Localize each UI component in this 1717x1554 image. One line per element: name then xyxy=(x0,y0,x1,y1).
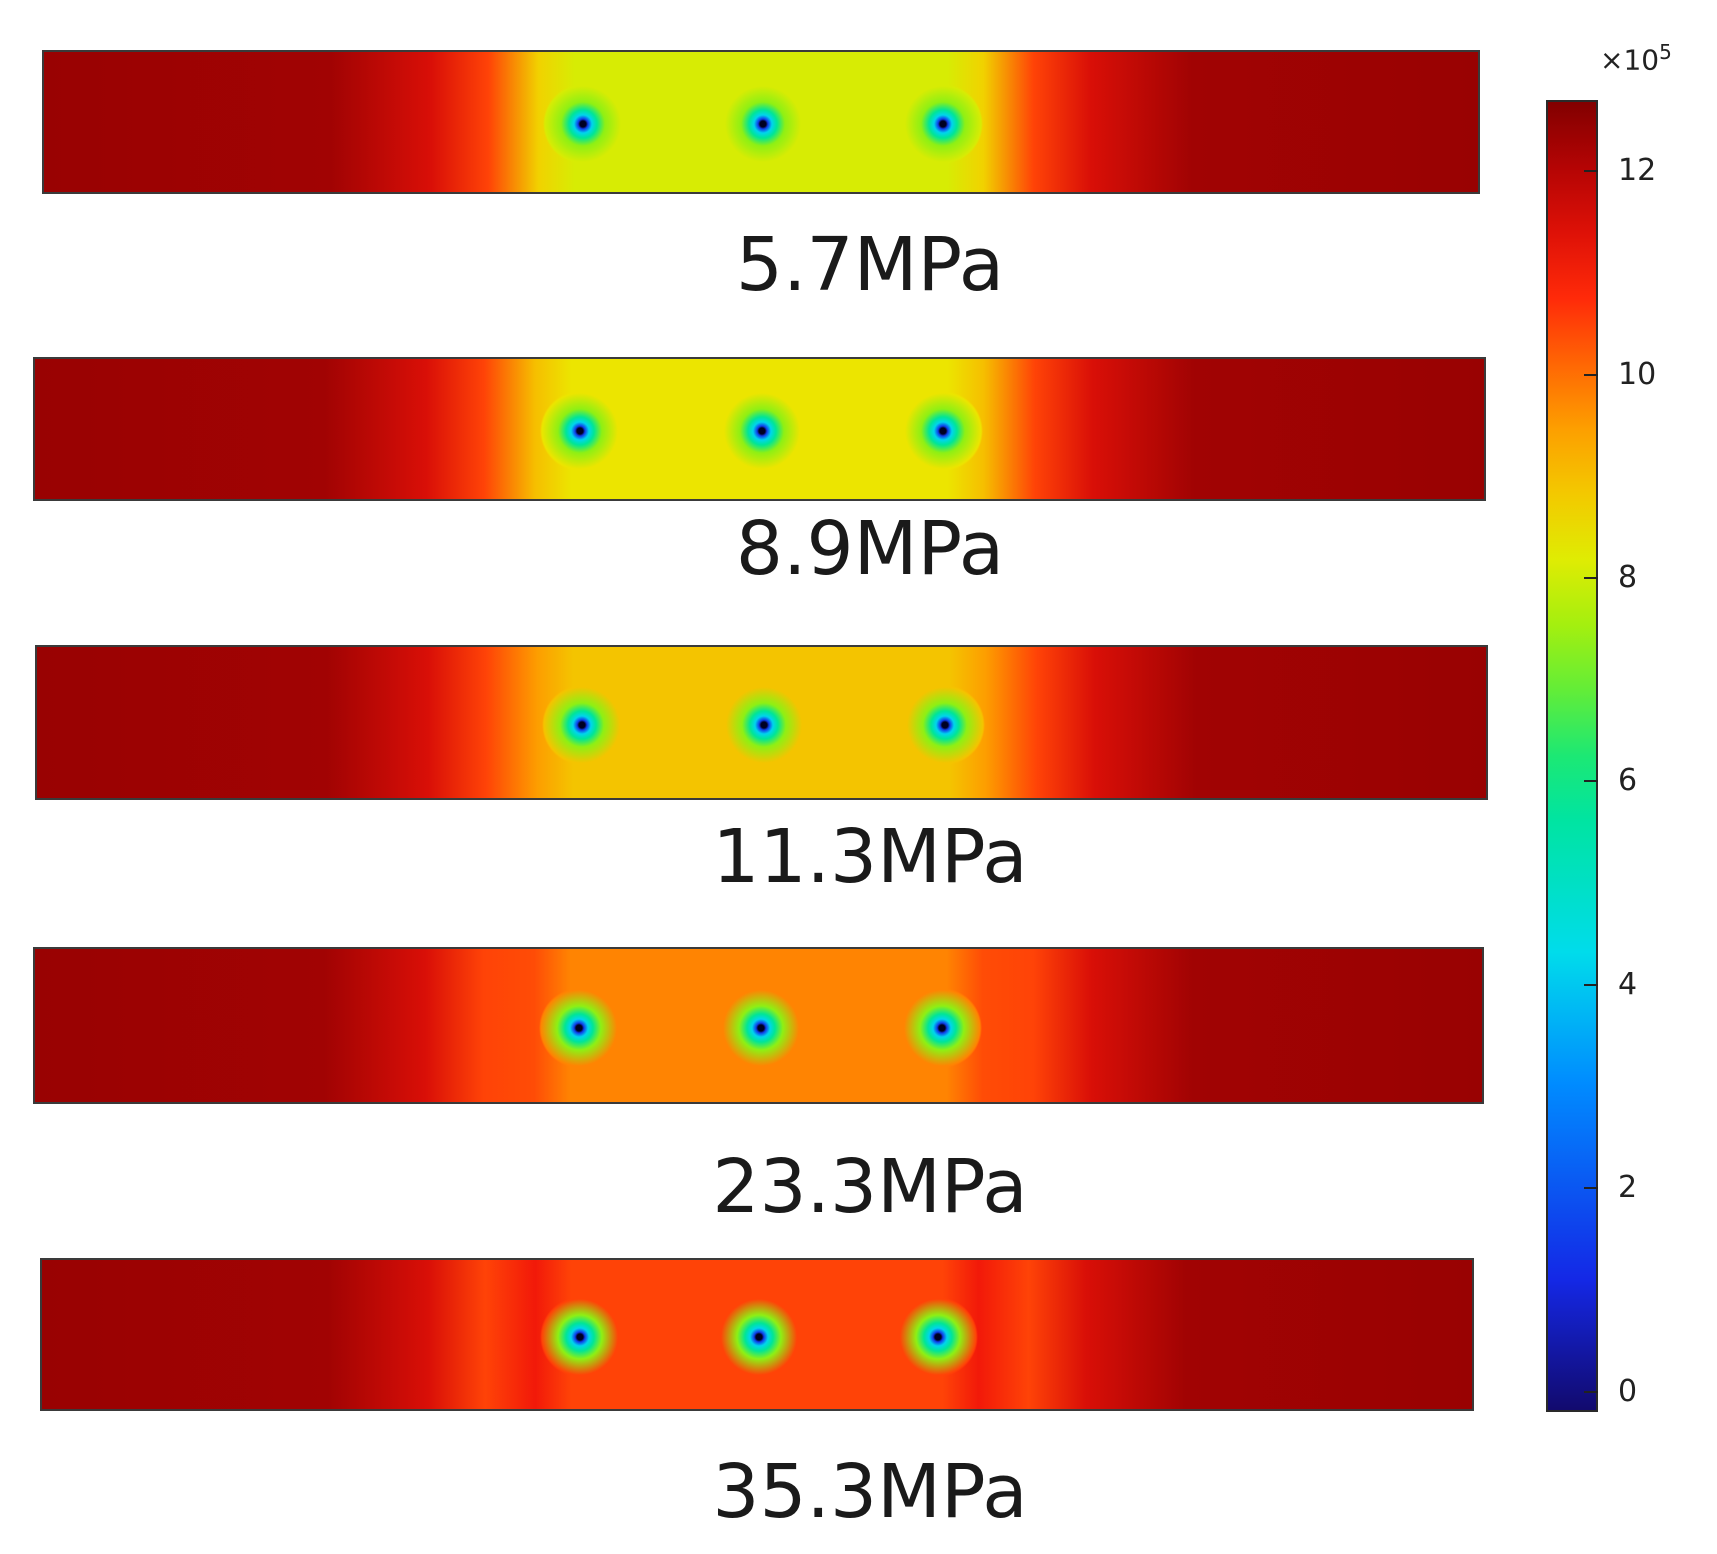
panel-caption: 5.7MPa xyxy=(735,222,1005,308)
well-marker xyxy=(720,987,801,1068)
well-marker xyxy=(539,1296,620,1377)
panel-caption: 35.3MPa xyxy=(712,1449,1028,1535)
colorbar-tick-mark xyxy=(1584,983,1598,986)
well-marker xyxy=(902,84,983,164)
panel-caption: 11.3MPa xyxy=(712,814,1028,900)
pressure-panel xyxy=(35,645,1488,800)
well-marker xyxy=(539,391,620,471)
pressure-panel xyxy=(33,357,1486,501)
colorbar-tick-mark xyxy=(1584,577,1598,579)
colorbar-tick-label: 12 xyxy=(1618,153,1657,189)
well-marker xyxy=(721,391,802,471)
well-marker xyxy=(723,684,804,765)
colorbar-tick-mark xyxy=(1584,170,1598,173)
pressure-panel xyxy=(42,50,1480,194)
colorbar-tick-mark xyxy=(1584,1187,1598,1190)
colorbar-tick-label: 10 xyxy=(1618,356,1657,392)
well-marker xyxy=(543,84,624,164)
colorbar-multiplier-base: ×10 xyxy=(1600,43,1660,77)
pressure-panel xyxy=(33,947,1484,1104)
well-marker xyxy=(903,391,984,471)
colorbar xyxy=(1546,100,1598,1412)
panel-caption: 8.9MPa xyxy=(735,506,1005,592)
well-marker xyxy=(898,1296,979,1377)
well-marker xyxy=(901,987,982,1068)
pressure-panel xyxy=(40,1258,1474,1411)
colorbar-tick-label: 2 xyxy=(1618,1170,1638,1206)
colorbar-tick-mark xyxy=(1584,373,1598,376)
panel-caption: 23.3MPa xyxy=(712,1144,1028,1230)
colorbar-tick-label: 8 xyxy=(1618,560,1638,595)
well-marker xyxy=(719,1296,799,1377)
colorbar-tick-label: 6 xyxy=(1618,763,1638,799)
well-marker xyxy=(905,684,986,765)
colorbar-tick-label: 4 xyxy=(1618,966,1638,1002)
colorbar-tick-label: 0 xyxy=(1618,1373,1638,1409)
well-marker xyxy=(723,84,803,164)
colorbar-multiplier: ×105 xyxy=(1600,40,1672,76)
colorbar-multiplier-exponent: 5 xyxy=(1659,40,1672,64)
colorbar-tick-mark xyxy=(1584,780,1598,783)
well-marker xyxy=(539,987,620,1068)
well-marker xyxy=(541,684,622,765)
colorbar-tick-mark xyxy=(1584,1390,1598,1393)
